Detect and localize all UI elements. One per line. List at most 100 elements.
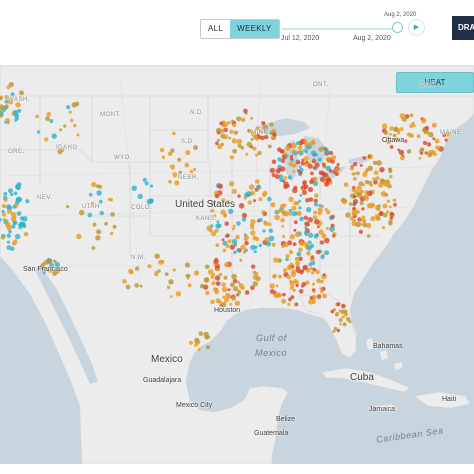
case-point [44, 137, 49, 142]
case-point [341, 315, 345, 319]
label-colo: COLO. [131, 205, 153, 211]
case-point [54, 261, 60, 267]
case-point [225, 233, 230, 238]
case-point [231, 227, 235, 231]
case-point [154, 271, 159, 277]
case-point [16, 211, 22, 217]
case-point [185, 149, 191, 156]
case-point [310, 171, 314, 176]
case-point [233, 130, 238, 135]
case-point [352, 199, 359, 205]
case-point [307, 240, 312, 245]
label-nd: N.D. [190, 110, 204, 116]
case-point [3, 198, 8, 203]
state-borders [0, 95, 474, 306]
case-point [256, 219, 261, 223]
case-point [320, 204, 325, 208]
case-point [345, 212, 351, 218]
case-point [6, 233, 11, 238]
case-point [157, 269, 161, 273]
case-point [218, 272, 223, 277]
label-guadalajara: Guadalajara [143, 377, 182, 384]
case-point [388, 132, 392, 136]
case-point [280, 218, 285, 223]
case-point [210, 299, 215, 305]
case-point [309, 296, 313, 300]
case-point [344, 312, 348, 317]
case-point [330, 155, 337, 161]
case-point [318, 229, 324, 235]
case-point [312, 215, 318, 220]
case-point [51, 133, 57, 139]
case-point [76, 133, 80, 137]
case-point [309, 179, 314, 185]
case-point [404, 139, 408, 143]
case-point [285, 257, 289, 262]
case-point [294, 302, 299, 307]
label-jamaica: Jamaica [369, 406, 396, 413]
case-point [142, 177, 147, 182]
case-point [288, 297, 292, 302]
case-point [149, 184, 154, 188]
case-point [400, 155, 405, 161]
timeline-thumb[interactable] [392, 22, 403, 33]
case-point [215, 223, 221, 229]
timeline-track[interactable] [281, 28, 401, 30]
case-point [0, 104, 5, 110]
heat-toggle-button[interactable]: HEAT [396, 72, 474, 93]
case-point [221, 198, 226, 203]
case-point [320, 279, 324, 284]
weekly-toggle-button[interactable]: WEEKLY [230, 20, 279, 38]
case-point [288, 196, 294, 202]
case-point [286, 274, 292, 280]
case-point [389, 175, 393, 179]
case-point [231, 188, 237, 194]
case-point [232, 123, 237, 128]
case-point [298, 206, 302, 210]
case-point [229, 244, 235, 250]
case-point [250, 244, 256, 251]
case-point [250, 138, 254, 141]
case-point [290, 285, 294, 290]
case-point [309, 266, 314, 271]
case-point [445, 131, 451, 137]
case-point [159, 147, 165, 153]
case-point [322, 273, 326, 277]
label-mont: MONT. [100, 112, 122, 118]
case-point [299, 241, 304, 246]
case-point [255, 126, 260, 131]
draw-button[interactable]: DRA [452, 16, 474, 40]
case-point [221, 282, 226, 287]
case-point [42, 271, 46, 275]
case-point [112, 224, 117, 229]
play-button[interactable]: ▶ [408, 19, 425, 36]
case-point [40, 263, 45, 269]
case-point [4, 95, 9, 100]
case-point [271, 173, 276, 178]
case-point [205, 290, 210, 296]
map-canvas[interactable]: HEAT ONT. QUE. WASH. MONT. N.D. MINN. ID… [0, 66, 474, 464]
case-point [412, 124, 416, 128]
hispaniola-island [413, 391, 471, 409]
case-point [13, 220, 18, 226]
case-point [214, 228, 219, 233]
case-point [261, 121, 266, 126]
cuba-island [321, 367, 411, 393]
case-point [13, 109, 19, 116]
all-toggle-button[interactable]: ALL [201, 20, 231, 38]
case-point [386, 210, 390, 214]
case-point [234, 300, 241, 306]
case-point [208, 228, 213, 233]
case-point [6, 208, 12, 214]
case-point [231, 296, 236, 301]
case-point [294, 231, 300, 237]
case-point [389, 145, 394, 149]
case-point [274, 214, 280, 221]
timeline-slider: Aug 2, 2020 ▶ Jul 12, 2020 Aug 2, 2020 [281, 10, 426, 50]
case-point [381, 123, 388, 129]
case-point [366, 203, 372, 209]
case-point [252, 146, 257, 151]
case-point [419, 147, 425, 152]
case-point [329, 226, 335, 232]
case-point [193, 145, 198, 151]
